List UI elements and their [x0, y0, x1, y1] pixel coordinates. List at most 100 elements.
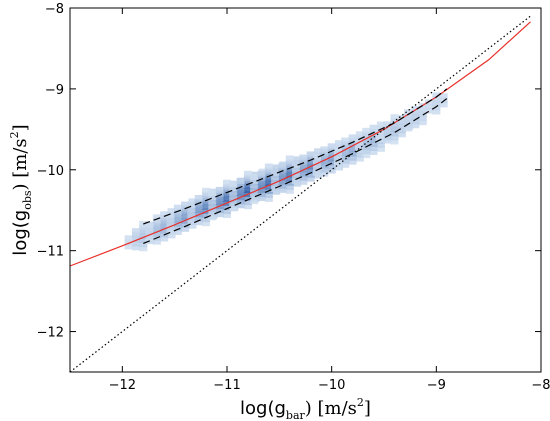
density-cell	[404, 117, 413, 124]
x-axis-title-superscript: 2	[357, 396, 364, 409]
density-cell	[202, 187, 211, 194]
density-cell	[285, 175, 294, 182]
y-axis-title-close: ]	[10, 124, 31, 131]
density-cell	[313, 161, 322, 168]
density-cell	[215, 199, 224, 206]
density-cell	[355, 151, 364, 158]
density-cell	[369, 128, 378, 135]
density-cell	[145, 233, 154, 240]
density-cell	[327, 167, 336, 174]
density-cell	[313, 157, 322, 164]
density-cell	[333, 148, 342, 155]
density-cell	[369, 140, 378, 147]
density-cell	[355, 155, 364, 162]
density-cell	[285, 167, 294, 174]
density-cell	[285, 171, 294, 178]
fit-line	[69, 21, 531, 267]
density-cell	[354, 143, 363, 150]
density-cell	[411, 106, 420, 113]
density-cell	[432, 108, 441, 115]
density-cell	[425, 99, 434, 106]
density-cell	[202, 220, 211, 227]
density-cell	[355, 131, 364, 138]
density-cell	[348, 138, 357, 145]
density-cell	[187, 218, 196, 225]
density-cell	[236, 177, 245, 184]
density-cell	[334, 140, 343, 147]
density-cell	[341, 145, 350, 152]
density-cell	[250, 198, 259, 205]
x-tick-label: −9	[427, 378, 446, 393]
density-cell	[264, 191, 273, 198]
density-cell	[257, 170, 266, 177]
density-cell	[124, 239, 133, 246]
density-cell	[292, 161, 301, 168]
density-cell	[362, 152, 371, 159]
density-cell	[362, 139, 371, 146]
density-cell	[223, 187, 231, 194]
density-cell	[299, 178, 308, 185]
density-cell	[243, 174, 252, 181]
x-axis-title-prefix: log(g	[240, 398, 286, 419]
density-cell	[208, 210, 217, 217]
density-cell	[418, 107, 427, 114]
density-cell	[314, 148, 323, 155]
density-cell	[202, 191, 211, 198]
density-cell	[376, 141, 385, 148]
density-cell	[166, 219, 175, 226]
density-cell	[348, 146, 357, 153]
density-cell	[229, 193, 238, 200]
density-cell	[264, 171, 273, 178]
density-cell	[320, 146, 329, 153]
density-cell	[160, 235, 169, 242]
density-cell	[194, 219, 203, 226]
density-cell	[264, 195, 273, 202]
density-cell	[397, 131, 406, 138]
density-cell	[278, 166, 287, 173]
density-cell	[418, 119, 427, 126]
density-cell	[348, 154, 357, 161]
density-cell	[229, 185, 238, 192]
density-cell	[202, 199, 211, 206]
density-cell	[131, 228, 140, 235]
density-cell	[390, 130, 399, 137]
density-cell	[271, 169, 280, 176]
density-cell	[439, 93, 448, 100]
density-cell	[299, 170, 308, 177]
density-cell	[243, 195, 252, 202]
density-cell	[333, 160, 342, 167]
density-cell	[327, 147, 336, 154]
density-cell	[411, 122, 420, 129]
dashed-scatter-line	[143, 98, 448, 244]
density-cell	[152, 226, 161, 233]
density-cell	[152, 218, 161, 225]
density-cell	[202, 212, 211, 219]
density-cell	[293, 156, 302, 163]
density-cell	[264, 179, 273, 186]
x-tick-label: −11	[213, 378, 240, 393]
density-cell	[327, 155, 336, 162]
density-cell	[285, 179, 294, 186]
density-cell	[292, 173, 301, 180]
y-axis-title-prefix: log(g	[10, 210, 31, 256]
density-cell	[327, 163, 336, 170]
y-axis-title: log(gobs) [m/s2]	[8, 124, 34, 255]
density-cell	[173, 204, 182, 211]
density-cell	[439, 101, 448, 108]
density-cell	[411, 118, 420, 125]
density-cell	[369, 144, 378, 151]
density-cell	[341, 149, 350, 156]
x-tick-label: −10	[318, 378, 345, 393]
density-cell	[215, 194, 224, 201]
density-cell	[166, 228, 175, 235]
density-cell	[369, 132, 378, 139]
density-cell	[124, 235, 133, 242]
density-cell	[397, 119, 406, 126]
density-cell	[202, 195, 211, 202]
y-axis-title-suffix: ) [m/s	[10, 138, 31, 190]
density-cell	[341, 141, 350, 148]
x-axis-title-suffix: ) [m/s	[305, 398, 357, 419]
density-cell	[215, 186, 224, 193]
density-cell	[278, 178, 287, 185]
